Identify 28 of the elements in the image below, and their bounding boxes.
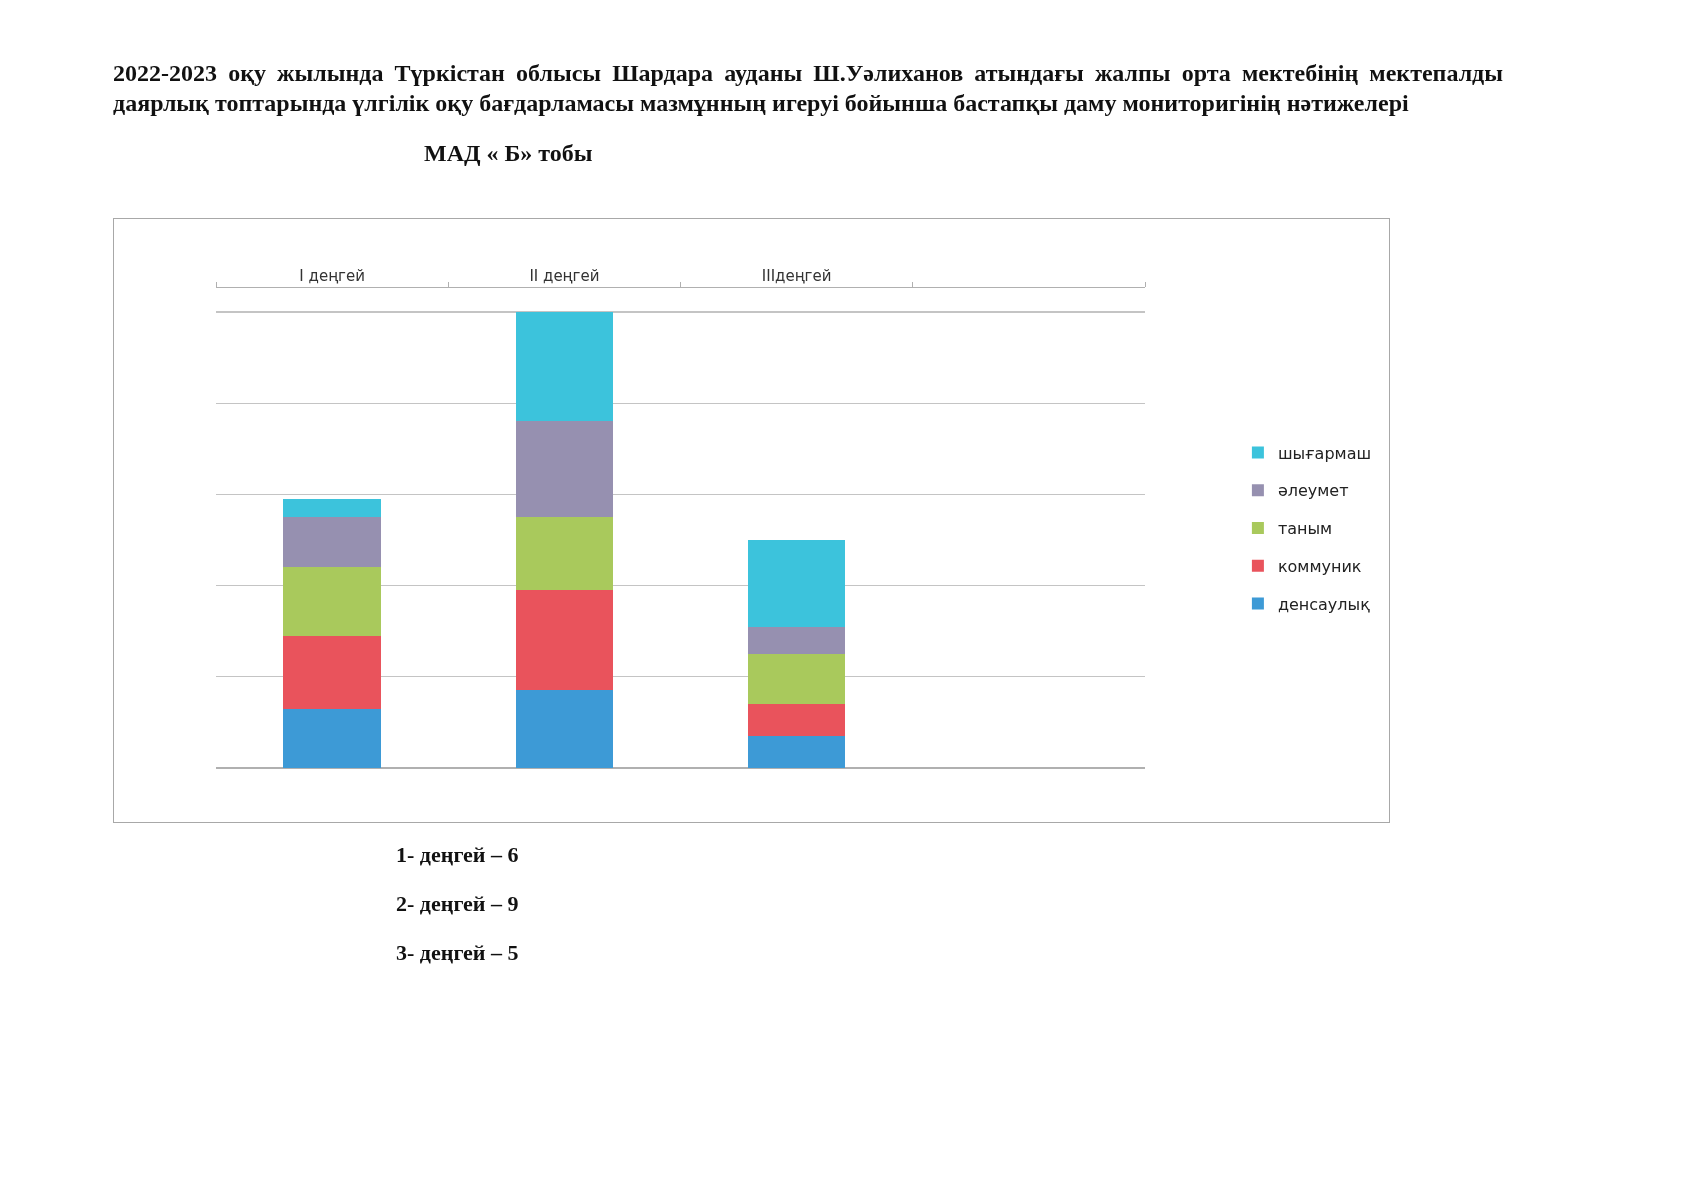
bar [283,635,381,709]
chart-title: 2022-2023 оқу жылында Түркістан облысы Шардара ауданы Ш.Уәлиханов атындағы жалпы орта мектебінің мектепалды даярлық топтарында үлгілік оқу бағдарламасы мазмұнның игеруі бойынша бастапқы даму мониторигінің нәтижелері [113,59,1503,118]
bar [515,690,614,768]
legend-label: коммуник [1277,557,1362,577]
bar [747,540,846,627]
text: 1- деңгей – 6 [396,842,519,869]
legend-label: әлеумет [1277,481,1349,501]
bar [283,567,381,636]
legend-label: таным [1277,519,1333,539]
x-tick-label: I деңгей [299,267,365,285]
bar [515,590,614,691]
text: 3- деңгей – 5 [396,940,519,967]
bar [747,736,846,768]
x-tick-label: II деңгей [529,267,600,285]
legend-label: шығармаш [1277,443,1372,463]
bar [283,498,381,518]
text: 2- деңгей – 9 [396,891,519,918]
legend-label: денсаулық [1277,594,1371,614]
bar [283,708,381,768]
bar [515,517,614,591]
bar [515,312,614,422]
bar [515,421,614,518]
bar [747,704,846,737]
chart-subtitle: МАД « Б» тобы [424,140,593,167]
x-tick-label: IIIдеңгей [761,267,832,285]
bar [747,626,846,654]
bar [747,654,846,705]
bar [283,517,381,568]
